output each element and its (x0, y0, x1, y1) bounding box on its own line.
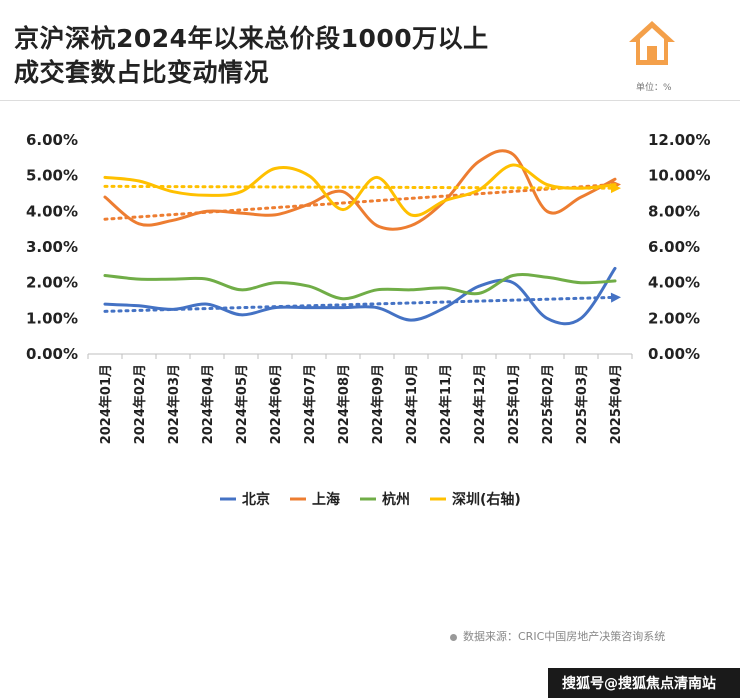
x-axis-tick-label: 2024年07月 (302, 364, 318, 444)
x-axis-tick-label: 2024年10月 (404, 364, 420, 444)
right-axis-tick-label: 10.00% (648, 167, 710, 185)
right-axis-tick-label: 2.00% (648, 309, 700, 327)
left-axis-tick-label: 6.00% (26, 131, 78, 149)
left-axis-tick-label: 3.00% (26, 238, 78, 256)
right-axis-tick-label: 8.00% (648, 202, 700, 220)
house-logo-icon (629, 21, 675, 65)
x-axis-tick-label: 2024年12月 (472, 364, 488, 444)
x-axis-tick-label: 2024年09月 (370, 364, 386, 444)
x-axis-tick-label: 2025年01月 (506, 364, 522, 444)
x-axis-tick-label: 2024年04月 (200, 364, 216, 444)
left-axis-tick-label: 4.00% (26, 202, 78, 220)
title-line-1: 京沪深杭2024年以来总价段1000万以上 (14, 24, 489, 53)
right-axis-tick-label: 0.00% (648, 345, 700, 363)
x-axis-tick-label: 2025年02月 (540, 364, 556, 444)
legend-label-2: 杭州 (382, 491, 410, 508)
x-axis-tick-label: 2024年01月 (98, 364, 114, 444)
x-axis-tick-label: 2024年11月 (438, 364, 454, 444)
bullet-icon (450, 633, 457, 641)
trendline-1 (103, 183, 613, 221)
series-line-0 (103, 266, 617, 326)
trendline-arrow-icon (610, 183, 621, 194)
trendline-arrow-icon (610, 292, 621, 303)
watermark-text: 搜狐号@搜狐焦点清南站 (562, 676, 716, 692)
series-line-3 (103, 163, 617, 218)
right-axis-tick-label: 4.00% (648, 274, 700, 292)
x-axis-tick-label: 2024年08月 (336, 364, 352, 444)
series-line-2 (103, 273, 617, 301)
x-axis-tick-label: 2025年03月 (574, 364, 590, 444)
right-axis-tick-label: 12.00% (648, 131, 710, 149)
x-axis-tick-label: 2024年05月 (234, 364, 250, 444)
title-divider (0, 100, 740, 101)
chart-title: 京沪深杭2024年以来总价段1000万以上 成交套数占比变动情况 (14, 22, 489, 90)
x-axis-tick-label: 2024年06月 (268, 364, 284, 444)
x-axis-tick-label: 2024年02月 (132, 364, 148, 444)
title-line-2: 成交套数占比变动情况 (14, 58, 270, 87)
left-axis-tick-label: 5.00% (26, 167, 78, 185)
source-note: 数据来源：CRIC中国房地产决策咨询系统 (450, 628, 665, 644)
legend-label-0: 北京 (242, 491, 270, 508)
left-axis-tick-label: 0.00% (26, 345, 78, 363)
legend-label-1: 上海 (312, 491, 340, 508)
left-axis-tick-label: 1.00% (26, 309, 78, 327)
line-chart: 0.00% 1.00% 2.00% 3.00% 4.00% 5.00% 6.00% 0.00%… (26, 131, 711, 508)
left-axis-tick-label: 2.00% (26, 274, 78, 292)
right-axis-tick-label: 6.00% (648, 238, 700, 256)
source-text: 数据来源：CRIC中国房地产决策咨询系统 (463, 630, 666, 643)
x-axis-tick-label: 2024年03月 (166, 364, 182, 444)
x-axis-tick-label: 2025年04月 (608, 364, 624, 444)
series-line-1 (103, 149, 617, 231)
trendline-3 (103, 184, 613, 190)
watermark-bar (548, 668, 740, 698)
legend-label-3: 深圳(右轴) (452, 491, 521, 508)
unit-label: 单位：% (636, 83, 672, 93)
trendline-0 (103, 295, 613, 313)
